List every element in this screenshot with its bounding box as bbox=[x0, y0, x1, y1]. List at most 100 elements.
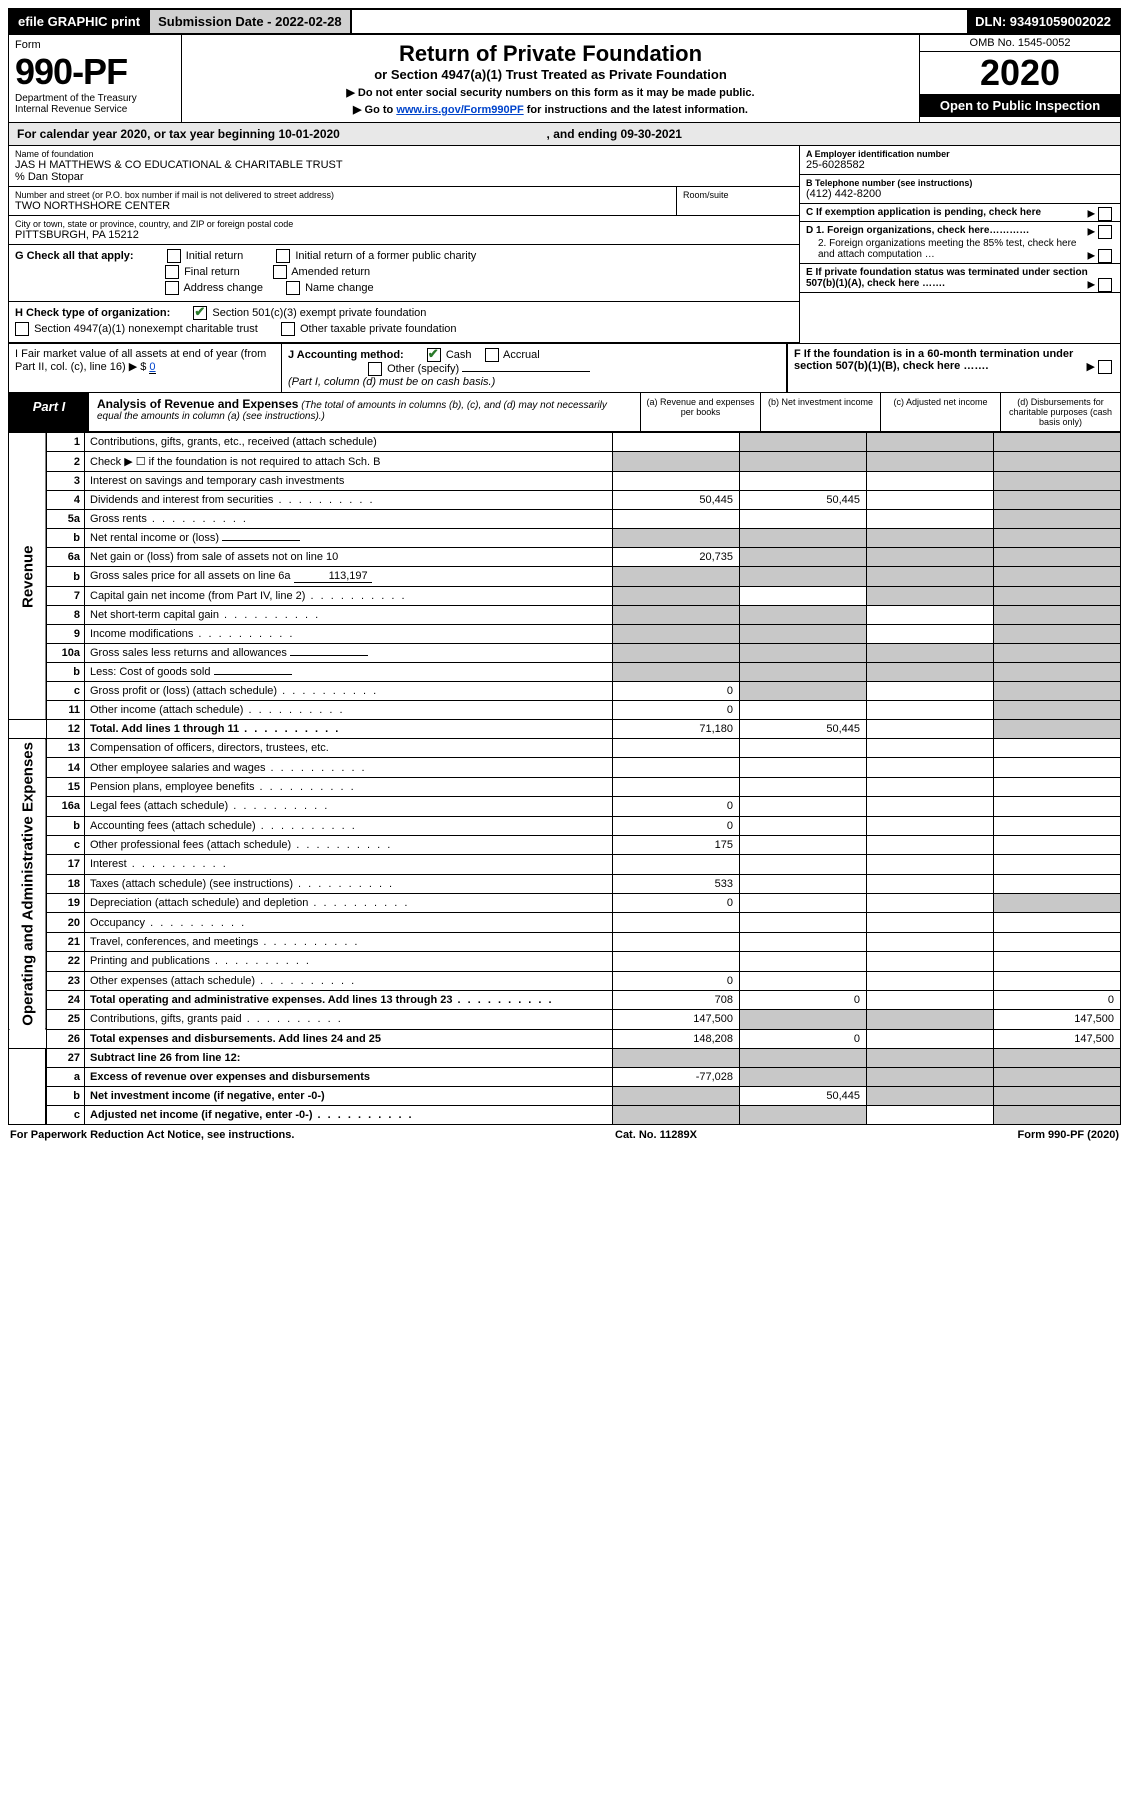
checkbox-accrual[interactable] bbox=[485, 348, 499, 362]
j-other: Other (specify) bbox=[387, 363, 459, 375]
info-grid: Name of foundation JAS H MATTHEWS & CO E… bbox=[8, 146, 1121, 344]
r9-n: 9 bbox=[46, 625, 85, 644]
r21-d: Travel, conferences, and meetings bbox=[90, 936, 359, 948]
g-opt-4: Address change bbox=[183, 282, 263, 294]
r1-d: Contributions, gifts, grants, etc., rece… bbox=[85, 433, 613, 452]
cy-pre: For calendar year 2020, or tax year begi… bbox=[17, 127, 278, 141]
checkbox-initial-return[interactable] bbox=[167, 249, 181, 263]
side-revenue: Revenue bbox=[9, 433, 47, 720]
r24-a: 708 bbox=[613, 990, 740, 1009]
checkbox-d1[interactable] bbox=[1098, 225, 1112, 239]
r27c-n: c bbox=[46, 1105, 85, 1124]
h-title: H Check type of organization: bbox=[15, 307, 170, 319]
j-cash: Cash bbox=[446, 349, 472, 361]
r6a-a: 20,735 bbox=[613, 548, 740, 567]
r21-n: 21 bbox=[46, 932, 85, 951]
phone-label: B Telephone number (see instructions) bbox=[806, 178, 1114, 188]
r27a-n: a bbox=[46, 1067, 85, 1086]
dln: DLN: 93491059002022 bbox=[967, 10, 1119, 33]
checkbox-final-return[interactable] bbox=[165, 265, 179, 279]
r8-d: Net short-term capital gain bbox=[90, 609, 320, 621]
form-link[interactable]: www.irs.gov/Form990PF bbox=[396, 104, 523, 116]
checkbox-name-change[interactable] bbox=[286, 281, 300, 295]
omb-number: OMB No. 1545-0052 bbox=[920, 35, 1120, 52]
r15-d: Pension plans, employee benefits bbox=[90, 781, 356, 793]
cy-begin: 10-01-2020 bbox=[278, 127, 339, 141]
checkbox-amended[interactable] bbox=[273, 265, 287, 279]
r6a-d: Net gain or (loss) from sale of assets n… bbox=[85, 548, 613, 567]
r22-n: 22 bbox=[46, 952, 85, 971]
checkbox-d2[interactable] bbox=[1098, 249, 1112, 263]
r26-b: 0 bbox=[740, 1029, 867, 1048]
calendar-year-line: For calendar year 2020, or tax year begi… bbox=[8, 123, 1121, 146]
checkbox-e[interactable] bbox=[1098, 278, 1112, 292]
col-a: (a) Revenue and expenses per books bbox=[640, 393, 760, 431]
r5a-d: Gross rents bbox=[90, 513, 248, 525]
col-d: (d) Disbursements for charitable purpose… bbox=[1000, 393, 1120, 431]
checkbox-other-taxable[interactable] bbox=[281, 322, 295, 336]
r27a-a: -77,028 bbox=[613, 1067, 740, 1086]
r3-d: Interest on savings and temporary cash i… bbox=[85, 472, 613, 491]
g-opt-5: Name change bbox=[305, 282, 374, 294]
part1-header: Part I Analysis of Revenue and Expenses … bbox=[8, 393, 1121, 432]
r16a-n: 16a bbox=[46, 797, 85, 816]
g-title: G Check all that apply: bbox=[15, 250, 134, 262]
r12-a: 71,180 bbox=[613, 720, 740, 739]
ein-value: 25-6028582 bbox=[806, 159, 1114, 171]
r4-n: 4 bbox=[46, 491, 85, 510]
r10a-inline bbox=[290, 655, 368, 656]
footer-right: Form 990-PF (2020) bbox=[1018, 1129, 1119, 1141]
note-2: ▶ Go to www.irs.gov/Form990PF for instru… bbox=[190, 103, 911, 116]
part1-label: Part I bbox=[9, 393, 89, 431]
r6b-inline: 113,197 bbox=[294, 570, 372, 583]
r19-n: 19 bbox=[46, 894, 85, 913]
col-c: (c) Adjusted net income bbox=[880, 393, 1000, 431]
checkbox-cash[interactable] bbox=[427, 348, 441, 362]
checkbox-other[interactable] bbox=[368, 362, 382, 376]
checkbox-c[interactable] bbox=[1098, 207, 1112, 221]
r11-d: Other income (attach schedule) bbox=[90, 704, 345, 716]
r4-b: 50,445 bbox=[740, 491, 867, 510]
checkbox-501c3[interactable] bbox=[193, 306, 207, 320]
part1-table: Revenue 1Contributions, gifts, grants, e… bbox=[8, 432, 1121, 1125]
checkbox-f[interactable] bbox=[1098, 360, 1112, 374]
footer-left: For Paperwork Reduction Act Notice, see … bbox=[10, 1129, 294, 1141]
r10c-a: 0 bbox=[613, 682, 740, 701]
r14-d: Other employee salaries and wages bbox=[90, 762, 367, 774]
room-label: Room/suite bbox=[683, 190, 793, 200]
fmv-value: 0 bbox=[149, 361, 155, 374]
checkbox-address-change[interactable] bbox=[165, 281, 179, 295]
submission-date: Submission Date - 2022-02-28 bbox=[150, 10, 352, 33]
r25-a: 147,500 bbox=[613, 1010, 740, 1029]
city-state-zip: PITTSBURGH, PA 15212 bbox=[15, 229, 793, 241]
col-b: (b) Net investment income bbox=[760, 393, 880, 431]
r19-a: 0 bbox=[613, 894, 740, 913]
g-opt-3: Amended return bbox=[291, 266, 370, 278]
r16b-a: 0 bbox=[613, 816, 740, 835]
checkbox-4947[interactable] bbox=[15, 322, 29, 336]
g-opt-1: Initial return of a former public charit… bbox=[295, 250, 476, 262]
r10b-inline bbox=[214, 674, 292, 675]
note2-pre: ▶ Go to bbox=[353, 104, 396, 116]
form-word: Form bbox=[15, 39, 175, 51]
name-label: Name of foundation bbox=[15, 149, 793, 159]
r13-n: 13 bbox=[46, 739, 85, 758]
section-ijf: I Fair market value of all assets at end… bbox=[8, 344, 1121, 393]
open-public: Open to Public Inspection bbox=[920, 94, 1120, 117]
checkbox-initial-former[interactable] bbox=[276, 249, 290, 263]
cy-end: 09-30-2021 bbox=[621, 127, 682, 141]
r18-n: 18 bbox=[46, 874, 85, 893]
tax-year: 2020 bbox=[920, 52, 1120, 94]
r20-n: 20 bbox=[46, 913, 85, 932]
r25-d: Contributions, gifts, grants paid bbox=[90, 1013, 343, 1025]
r25-d-val: 147,500 bbox=[994, 1010, 1121, 1029]
street-address: TWO NORTHSHORE CENTER bbox=[15, 200, 670, 212]
r27-d: Subtract line 26 from line 12: bbox=[85, 1048, 613, 1067]
r2-d: Check ▶ ☐ if the foundation is not requi… bbox=[85, 452, 613, 472]
r24-d: Total operating and administrative expen… bbox=[90, 994, 554, 1006]
r10c-d: Gross profit or (loss) (attach schedule) bbox=[90, 685, 378, 697]
j-note: (Part I, column (d) must be on cash basi… bbox=[288, 376, 780, 388]
r16c-n: c bbox=[46, 835, 85, 854]
form-number: 990-PF bbox=[15, 51, 175, 93]
j-accrual: Accrual bbox=[503, 349, 540, 361]
